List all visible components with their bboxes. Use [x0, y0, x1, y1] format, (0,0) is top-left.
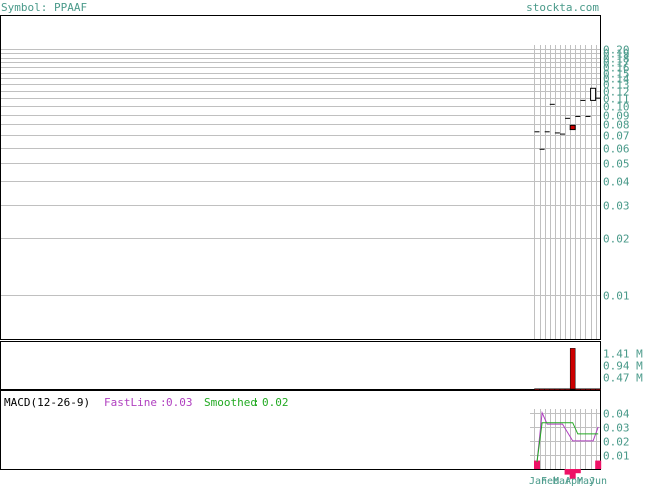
price-tick-label: 0.12	[603, 86, 630, 99]
price-tick-label: 0.06	[603, 143, 630, 156]
macd-histogram-bar	[534, 460, 540, 469]
macd-tick-label: 0.01	[603, 450, 630, 463]
fastline-legend-value: 0.03	[166, 396, 193, 409]
volume-bar	[585, 388, 591, 390]
price-tick-label: 0.17	[603, 57, 630, 70]
volume-tick-label: 1.41 M	[603, 348, 643, 361]
macd-fastline	[536, 410, 599, 463]
price-tick-label: 0.14	[603, 73, 630, 86]
smoothed-legend-colon: :	[253, 396, 260, 409]
volume-bar	[539, 388, 545, 390]
price-tick-label: 0.05	[603, 158, 630, 171]
volume-panel	[0, 341, 601, 390]
symbol-label: Symbol: PPAAF	[1, 1, 87, 14]
price-tick-label: 0.11	[603, 93, 630, 106]
price-tick-label: 0.16	[603, 62, 630, 75]
macd-histogram-bar	[564, 469, 571, 475]
price-tick-label: 0.20	[603, 44, 630, 57]
smoothed-legend-name: Smoothed	[204, 396, 257, 409]
candle-body	[590, 87, 597, 101]
price-tick-label: 0.19	[603, 48, 630, 61]
macd-panel	[0, 390, 601, 470]
macd-tick-label: 0.02	[603, 436, 630, 449]
price-panel	[0, 15, 601, 340]
price-tick-label: 0.08	[603, 119, 630, 132]
price-tick-label: 0.04	[603, 176, 630, 189]
price-tick-label: 0.10	[603, 101, 630, 114]
volume-bar	[549, 388, 556, 390]
macd-histogram-bar	[595, 460, 602, 469]
price-tick-label: 0.09	[603, 110, 630, 123]
site-label[interactable]: stockta.com	[526, 1, 599, 14]
price-tick-label: 0.18	[603, 53, 630, 66]
volume-tick-label: 0.47 M	[603, 372, 643, 385]
price-tick-label: 0.15	[603, 68, 630, 81]
macd-tick-label: 0.03	[603, 422, 630, 435]
macd-histogram-bar	[574, 469, 581, 474]
volume-bar	[544, 388, 550, 390]
price-tick-label: 0.07	[603, 130, 630, 143]
price-tick-label: 0.03	[603, 200, 630, 213]
fastline-legend-colon: :	[160, 396, 167, 409]
volume-bar	[590, 388, 596, 390]
x-tick-label: Jan	[529, 476, 547, 486]
volume-bar	[564, 388, 571, 390]
fastline-legend-name: FastLine	[104, 396, 157, 409]
volume-bar	[569, 348, 576, 390]
x-tick-label: May	[577, 476, 595, 486]
price-tick-label: 0.13	[603, 79, 630, 92]
volume-bar	[534, 388, 540, 390]
macd-title: MACD(12-26-9)	[4, 396, 90, 409]
volume-bar	[559, 388, 566, 390]
x-tick-label: Jun	[589, 476, 607, 486]
x-tick-label: Mar	[553, 476, 571, 486]
smoothed-legend-value: 0.02	[262, 396, 289, 409]
volume-bar	[554, 388, 561, 390]
candle-body	[569, 124, 576, 131]
volume-bar	[580, 388, 586, 390]
macd-histogram-bar	[569, 469, 576, 479]
volume-bar	[595, 388, 601, 390]
price-tick-label: 0.01	[603, 290, 630, 303]
macd-smoothed-line	[536, 422, 599, 463]
volume-bar	[575, 388, 581, 390]
macd-tick-label: 0.04	[603, 408, 630, 421]
x-tick-label: Feb	[541, 476, 559, 486]
x-tick-label: Apr	[565, 476, 583, 486]
volume-tick-label: 0.94 M	[603, 360, 643, 373]
price-tick-label: 0.02	[603, 233, 630, 246]
